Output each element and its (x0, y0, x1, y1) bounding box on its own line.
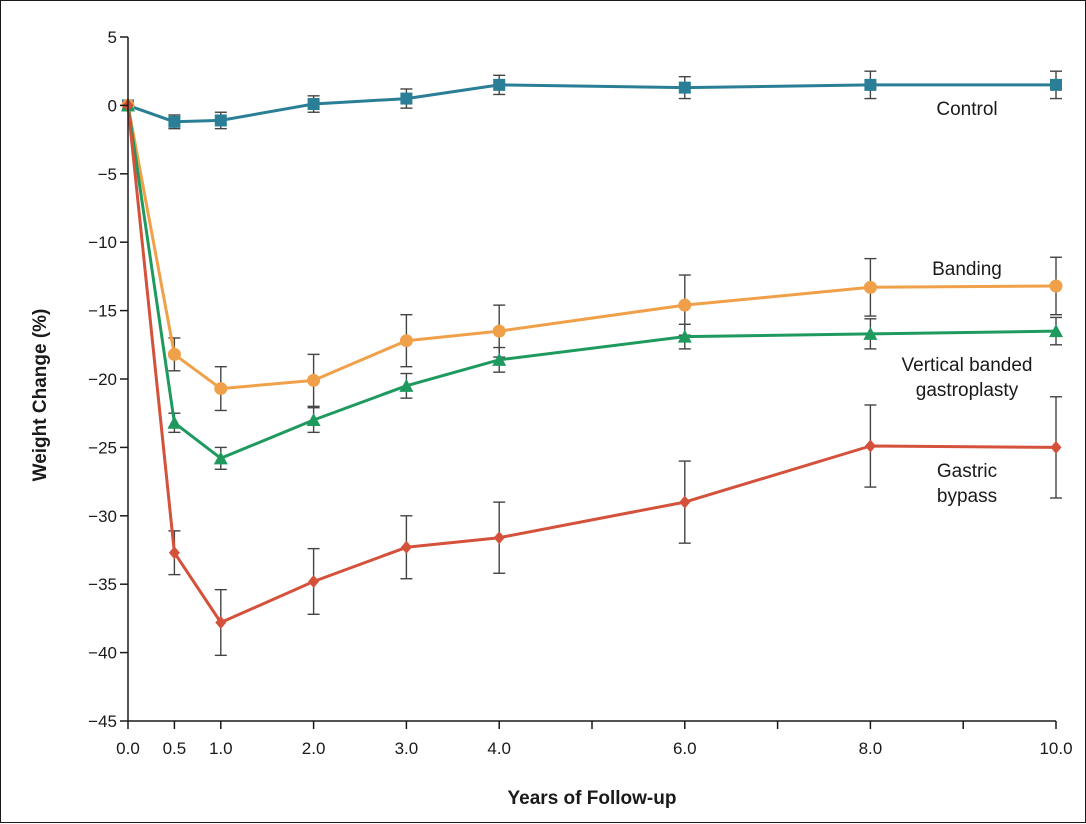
vertical-banded-gastroplasty-line (126, 105, 1057, 460)
gastric-bypass-point (400, 540, 412, 554)
control-point (168, 115, 181, 128)
gastric-bypass-point (679, 495, 691, 509)
banding-point (678, 298, 692, 312)
x-tick-label: 0.5 (163, 739, 187, 758)
vertical-banded-gastroplasty-point (492, 352, 507, 366)
y-tick-label: −25 (88, 438, 117, 457)
control-point (1050, 78, 1062, 91)
vertical-banded-gastroplasty-point (677, 329, 692, 343)
gastric-bypass-point (493, 531, 505, 545)
gastric-bypass-point (168, 546, 180, 560)
x-tick-label: 4.0 (487, 739, 511, 758)
y-tick-label: −30 (88, 507, 117, 526)
vertical-banded-gastroplasty-label: gastroplasty (916, 380, 1019, 401)
control-point (400, 92, 413, 105)
banding-point (214, 382, 228, 396)
vertical-banded-gastroplasty-label: Vertical banded (902, 355, 1033, 376)
x-tick-label: 2.0 (302, 739, 326, 758)
banding-line (126, 105, 1057, 391)
banding-point (399, 334, 413, 348)
series-lines (126, 83, 1057, 624)
x-tick-label: 1.0 (209, 739, 233, 758)
vertical-banded-gastroplasty-point (167, 415, 182, 429)
control-line (127, 83, 1056, 124)
x-tick-label: 6.0 (673, 739, 697, 758)
y-tick-label: −5 (98, 165, 117, 184)
y-tick-label: −20 (88, 370, 117, 389)
banding-point (492, 324, 506, 338)
vertical-banded-gastroplasty-point (863, 326, 878, 340)
control-point (493, 78, 506, 91)
banding-point (307, 373, 321, 387)
gastric-bypass-point (864, 439, 876, 453)
y-tick-label: −35 (88, 575, 117, 594)
gastric-bypass-point (308, 574, 320, 588)
y-tick-label: 5 (108, 28, 117, 47)
x-tick-label: 8.0 (859, 739, 883, 758)
vertical-banded-gastroplasty-point (1049, 324, 1063, 338)
x-tick-label: 3.0 (395, 739, 419, 758)
x-axis-title: Years of Follow-up (508, 788, 677, 809)
x-tick-label: 0.0 (116, 739, 140, 758)
y-axis-title: Weight Change (%) (30, 309, 51, 482)
control-label: Control (936, 99, 997, 120)
banding-point (167, 347, 181, 361)
vertical-banded-gastroplasty-point (213, 451, 228, 465)
banding-label: Banding (932, 259, 1002, 280)
banding-point (1049, 279, 1063, 293)
series-labels: Control Banding Vertical banded gastroplast… (902, 99, 1033, 507)
axes: 5 0 −5 −10 −15 −20 −25 −30 −35 −40 −45 0.0 0.5 1.0 2.0… (30, 28, 1073, 809)
y-tick-label: −45 (88, 712, 117, 731)
gastric-bypass-point (215, 616, 227, 630)
control-point (214, 114, 227, 127)
gastric-bypass-point (1050, 440, 1062, 454)
x-tick-label: 10.0 (1039, 739, 1072, 758)
y-tick-label: −10 (88, 233, 117, 252)
y-tick-label: −40 (88, 644, 117, 663)
vertical-banded-gastroplasty-point (399, 378, 414, 392)
y-tick-label: 0 (108, 96, 117, 115)
series-markers (121, 78, 1063, 630)
banding-point (863, 280, 877, 294)
gastric-bypass-label: Gastric (937, 461, 997, 482)
gastric-bypass-label: bypass (937, 486, 997, 507)
control-point (307, 98, 320, 111)
control-point (864, 78, 877, 91)
control-point (678, 81, 691, 94)
vertical-banded-gastroplasty-point (306, 413, 321, 427)
y-tick-label: −15 (88, 302, 117, 321)
